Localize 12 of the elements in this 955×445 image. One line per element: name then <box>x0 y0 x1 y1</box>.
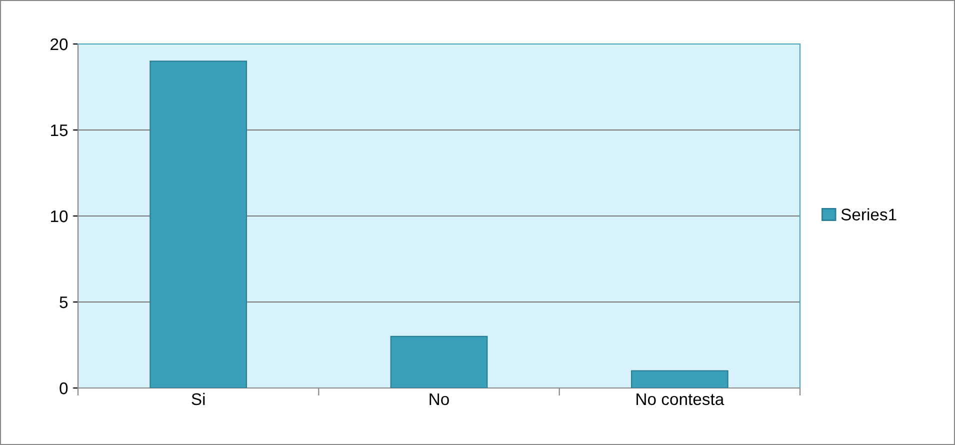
x-tick-label: Si <box>192 392 205 406</box>
y-tick-label: 0 <box>60 382 68 394</box>
y-tick-label: 15 <box>51 124 68 136</box>
bar <box>630 370 728 388</box>
y-tick-label: 10 <box>51 210 68 222</box>
y-tick-label: 20 <box>50 38 68 50</box>
bar <box>390 336 488 388</box>
legend-label: Series1 <box>841 208 896 220</box>
bar <box>150 60 248 388</box>
y-tick-label: 5 <box>60 296 68 308</box>
x-tick-label: No <box>430 393 449 406</box>
x-tick-label: No contesta <box>636 393 724 406</box>
